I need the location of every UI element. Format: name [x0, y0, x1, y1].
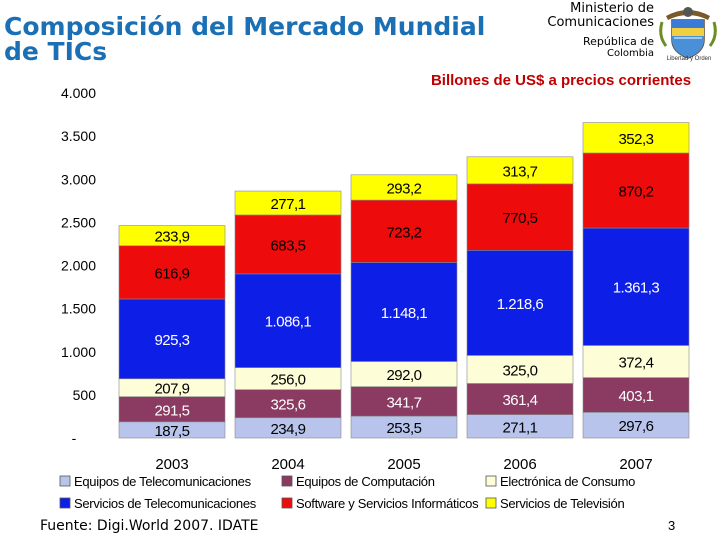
- data-label: 403,1: [618, 388, 653, 405]
- legend-swatch: [485, 497, 497, 509]
- coat-of-arms-icon: [659, 7, 717, 59]
- legend-label: Servicios de Telecomunicaciones: [74, 496, 257, 511]
- bar-segment: [234, 389, 342, 419]
- source-note: Fuente: Digi.World 2007. IDATE: [40, 518, 259, 534]
- x-tick-label: 2006: [503, 456, 536, 473]
- data-label: 683,5: [270, 237, 305, 254]
- data-label: 293,2: [386, 180, 421, 197]
- legend-swatch: [485, 475, 497, 487]
- data-label: 297,6: [618, 418, 653, 435]
- bar-segment: [582, 122, 690, 154]
- legend-swatch: [281, 497, 293, 509]
- ministry-header: Ministerio de Comunicaciones República d…: [547, 1, 654, 60]
- bar-segment: [118, 298, 226, 380]
- data-label: 277,1: [270, 196, 305, 213]
- bar-segment: [118, 225, 226, 247]
- data-label: 616,9: [154, 265, 189, 282]
- bar-segment: [350, 386, 458, 417]
- y-tick-label: 3.500: [61, 128, 96, 144]
- data-label: 313,7: [502, 163, 537, 180]
- data-label: 352,3: [618, 131, 653, 148]
- data-label: 325,6: [270, 397, 305, 414]
- data-label: 341,7: [386, 394, 421, 411]
- data-label: 1.148,1: [381, 305, 428, 322]
- bar-segment: [118, 396, 226, 423]
- x-tick-label: 2007: [619, 456, 652, 473]
- data-label: 1.361,3: [613, 280, 660, 297]
- bar-segment: [350, 174, 458, 201]
- x-tick-label: 2003: [155, 456, 188, 473]
- data-label: 361,4: [502, 392, 537, 409]
- bar-segment: [582, 345, 690, 378]
- republic-line-1: República de: [582, 35, 654, 48]
- bar-segment: [582, 412, 690, 439]
- y-tick-label: 1.500: [61, 301, 96, 317]
- legend-swatch: [59, 497, 71, 509]
- data-label: 271,1: [502, 419, 537, 436]
- y-tick-label: 4.000: [61, 85, 96, 101]
- data-label: 372,4: [618, 355, 653, 372]
- bar-segment: [234, 190, 342, 216]
- data-label: 291,5: [154, 402, 189, 419]
- crest-motto: Libertad y Orden: [667, 56, 712, 62]
- bar-segment: [466, 250, 574, 356]
- legend-label: Equipos de Telecomunicaciones: [74, 474, 252, 489]
- data-label: 207,9: [154, 381, 189, 398]
- data-label: 256,0: [270, 372, 305, 389]
- ministry-line-1: Ministerio de: [570, 1, 654, 16]
- y-tick-label: 3.000: [61, 171, 96, 187]
- data-label: 1.218,6: [497, 296, 544, 313]
- bar-segment: [582, 227, 690, 346]
- data-label: 292,0: [386, 367, 421, 384]
- x-tick-label: 2005: [387, 456, 420, 473]
- data-label: 870,2: [618, 184, 653, 201]
- data-label: 925,3: [154, 332, 189, 349]
- x-tick-label: 2004: [271, 456, 304, 473]
- y-tick-label: 1.000: [61, 344, 96, 360]
- bar-segment: [582, 377, 690, 413]
- bar-segment: [350, 199, 458, 263]
- chart-title: Billones de US$ a precios corrientes: [430, 72, 692, 89]
- data-label: 723,2: [386, 224, 421, 241]
- data-label: 1.086,1: [265, 314, 312, 331]
- y-tick-label: 2.000: [61, 258, 96, 274]
- page-number: 3: [668, 518, 676, 533]
- data-label: 233,9: [154, 229, 189, 246]
- legend-label: Equipos de Computación: [296, 474, 435, 489]
- data-label: 187,5: [154, 423, 189, 440]
- y-tick-label: 500: [73, 387, 97, 403]
- bar-segment: [350, 361, 458, 387]
- legend-label: Electrónica de Consumo: [500, 474, 635, 489]
- svg-text:Libertad y Orden: Libertad y Orden: [667, 56, 712, 62]
- data-label: 770,5: [502, 210, 537, 227]
- data-label: 253,5: [386, 420, 421, 437]
- bar-segment: [234, 214, 342, 275]
- data-label: 325,0: [502, 362, 537, 379]
- ministry-line-2: Comunicaciones: [547, 15, 654, 30]
- republic-line-2: Colombia: [607, 48, 654, 59]
- page-title: Composición del Mercado Mundial de TICs: [4, 12, 486, 66]
- legend-swatch: [59, 475, 71, 487]
- bar-segment: [466, 156, 574, 185]
- bar-segment: [466, 383, 574, 415]
- bar-segment: [466, 183, 574, 251]
- data-label: 234,9: [270, 421, 305, 438]
- legend-label: Servicios de Televisión: [500, 496, 624, 511]
- legend-swatch: [281, 475, 293, 487]
- legend-label: Software y Servicios Informáticos: [296, 496, 479, 511]
- bar-segment: [118, 245, 226, 300]
- y-tick-label: 2.500: [61, 214, 96, 230]
- y-tick-label: -: [72, 430, 77, 446]
- bar-segment: [466, 355, 574, 384]
